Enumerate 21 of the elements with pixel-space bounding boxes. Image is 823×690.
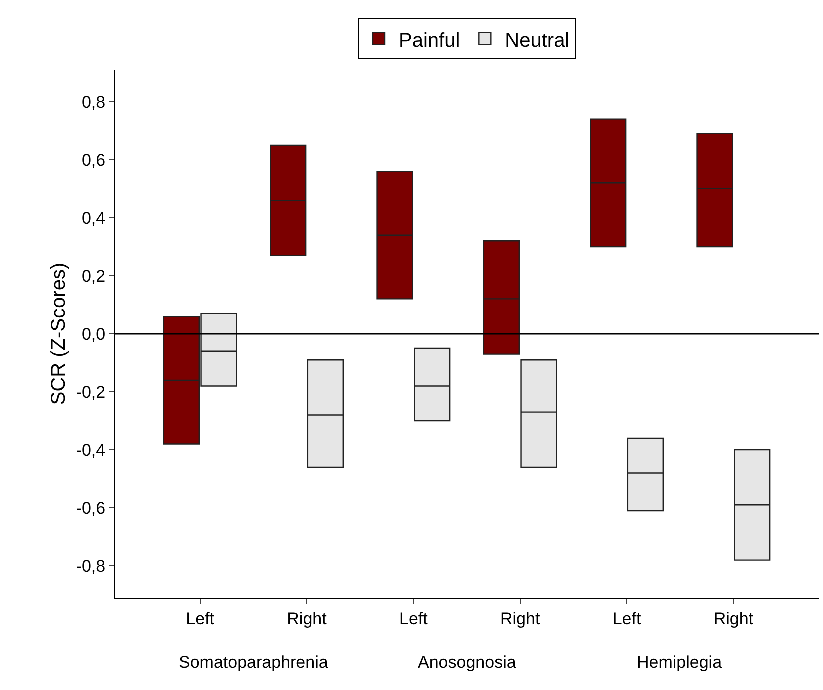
x-tick-label: Left	[186, 609, 215, 628]
y-tick-label: 0,0	[82, 324, 106, 344]
y-tick-label: 0,6	[82, 150, 106, 170]
legend-label: Neutral	[505, 30, 570, 52]
x-tick-label: Left	[399, 609, 428, 628]
y-tick-label: 0,4	[82, 208, 106, 228]
text: Somatoparaphrenia	[179, 653, 329, 672]
y-tick-label: -0,2	[76, 382, 106, 402]
text: Anosognosia	[418, 653, 517, 672]
x-tick-label: Right	[714, 609, 754, 628]
x-tick-label: Left	[612, 609, 642, 628]
y-tick-label: 0,8	[82, 92, 106, 112]
x-tick-label: Right	[500, 609, 540, 628]
y-axis-title: SCR (Z-Scores)	[48, 262, 70, 406]
y-tick-label: -0,8	[76, 557, 106, 576]
x-tick-label: Right	[287, 609, 328, 628]
text: Hemiplegia	[637, 653, 723, 672]
y-tick-label: -0,4	[76, 440, 106, 460]
legend-label: Painful	[399, 30, 460, 52]
y-tick-label: -0,6	[76, 499, 106, 518]
y-tick-label: 0,2	[82, 266, 106, 286]
